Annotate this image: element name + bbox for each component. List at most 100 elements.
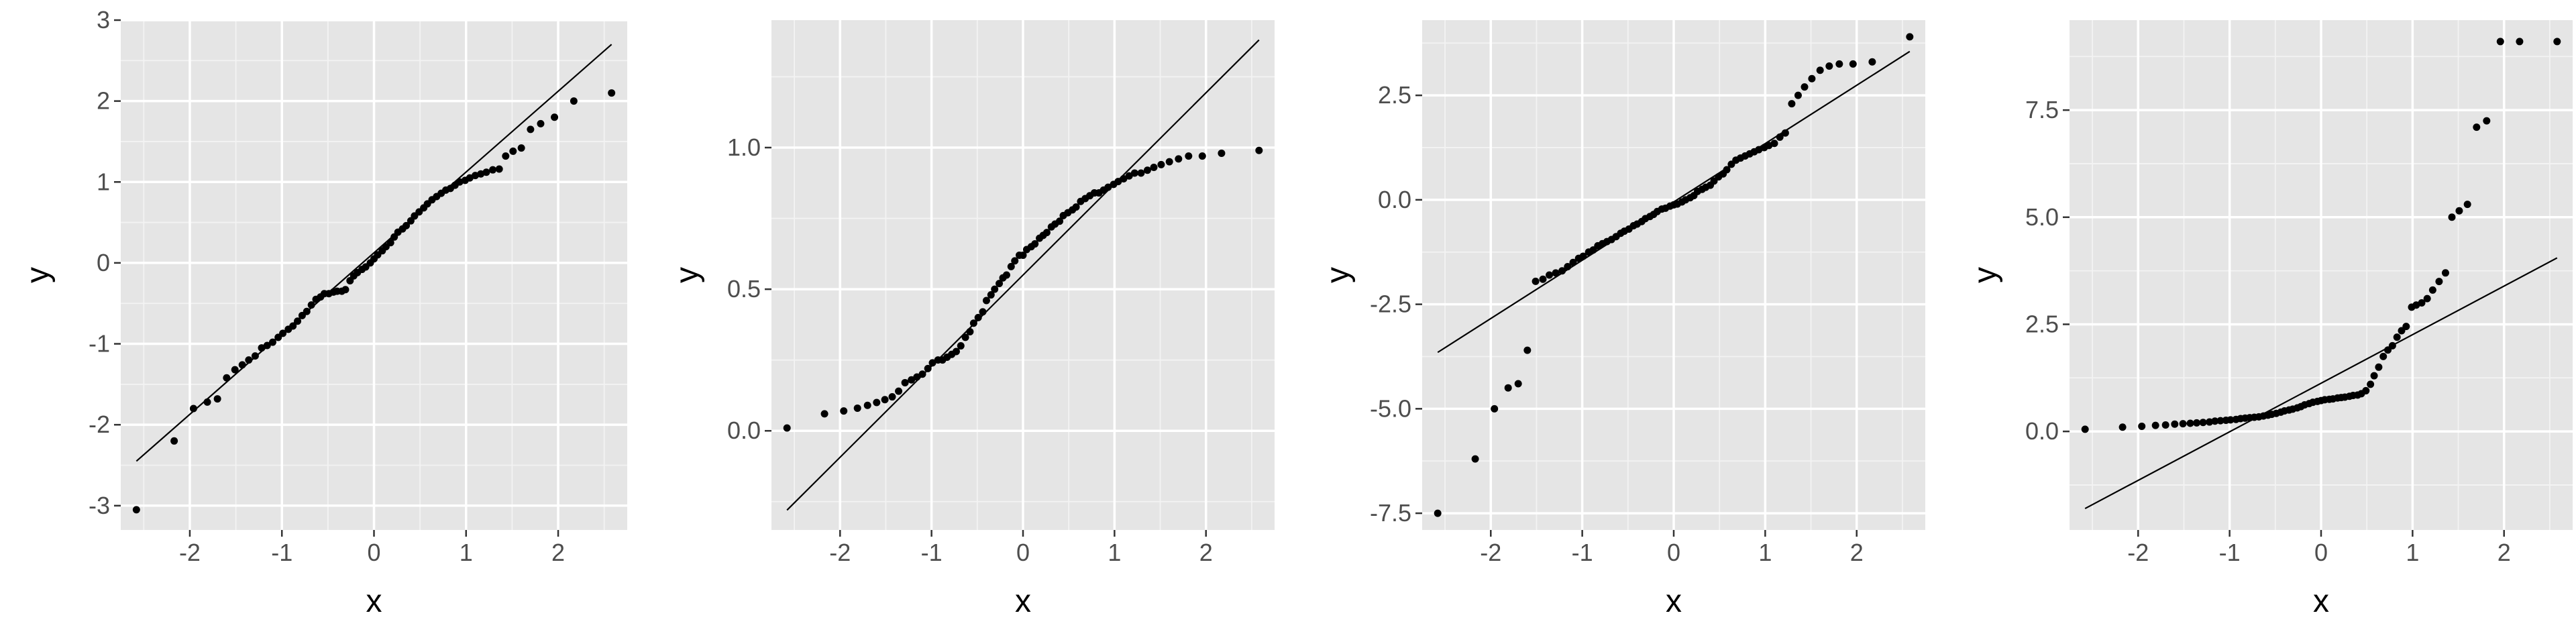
data-point — [2118, 423, 2127, 431]
data-point — [1558, 267, 1566, 275]
data-point — [2388, 341, 2396, 350]
qq-panel-2: -2 -1 0 1 2 0.0 0.5 1.0 x y — [669, 20, 1275, 619]
y-tick-label: 0.0 — [2025, 417, 2059, 445]
x-tick-label: -2 — [179, 539, 201, 566]
data-point — [1723, 166, 1731, 174]
y-tick-label: 7.5 — [2025, 96, 2059, 123]
data-point — [527, 125, 535, 133]
data-point — [1579, 252, 1587, 260]
data-point — [840, 407, 848, 415]
y-tick-label: -7.5 — [1370, 499, 1411, 527]
data-point — [2483, 117, 2491, 125]
data-point — [996, 280, 1004, 288]
data-point — [1019, 251, 1027, 259]
data-point — [928, 359, 936, 367]
data-point — [2393, 333, 2401, 341]
data-point — [987, 291, 995, 299]
data-point — [245, 356, 253, 364]
y-tick-label: 0.0 — [727, 417, 761, 444]
data-point — [223, 374, 231, 382]
data-point — [2206, 418, 2214, 426]
x-tick-label: 1 — [2406, 539, 2419, 566]
data-point — [961, 333, 969, 341]
data-point — [170, 437, 178, 445]
data-point — [918, 370, 926, 378]
data-point — [2138, 422, 2146, 430]
y-tick-label: -1 — [89, 330, 110, 358]
data-point — [2179, 420, 2187, 428]
data-point — [913, 373, 921, 381]
data-point — [1434, 509, 1442, 517]
data-point — [231, 366, 239, 374]
data-point — [901, 378, 909, 386]
qq-reference-line — [786, 39, 1260, 511]
data-point — [551, 113, 559, 121]
data-point — [1906, 33, 1914, 41]
data-point — [966, 327, 974, 335]
data-point — [2216, 417, 2224, 425]
data-point — [238, 361, 246, 369]
data-point — [1835, 60, 1843, 68]
x-tick-label: 1 — [1758, 539, 1772, 566]
data-point — [1218, 149, 1226, 157]
data-point — [1808, 74, 1816, 83]
data-point — [2375, 363, 2383, 371]
data-point — [517, 144, 525, 152]
y-tick-label: -3 — [89, 492, 110, 519]
data-point — [1569, 258, 1577, 266]
x-tick-label: -1 — [1572, 539, 1593, 566]
data-point — [1546, 271, 1554, 279]
data-point — [1825, 62, 1833, 70]
x-tick-label: 0 — [2314, 539, 2328, 566]
data-point — [1532, 277, 1540, 285]
y-tick-label: 2.5 — [2025, 310, 2059, 337]
x-axis-title: x — [1015, 584, 1031, 619]
data-point — [1157, 160, 1165, 168]
data-point — [1471, 455, 1479, 463]
x-tick-label: -2 — [2127, 539, 2149, 566]
data-point — [402, 221, 411, 229]
data-point — [263, 341, 271, 350]
data-point — [2199, 419, 2207, 427]
data-point — [203, 398, 211, 406]
data-point — [2441, 269, 2449, 277]
data-point — [1150, 164, 1158, 172]
x-tick-label: 0 — [1667, 539, 1680, 566]
y-axis-title: y — [1320, 267, 1356, 283]
x-tick-label: -1 — [2219, 539, 2241, 566]
data-point — [1868, 58, 1876, 66]
data-point — [1002, 271, 1010, 279]
data-point — [341, 286, 350, 294]
data-point — [2473, 123, 2481, 131]
data-point — [495, 165, 503, 173]
y-tick-label: -2 — [89, 411, 110, 438]
x-axis-title: x — [2313, 584, 2329, 619]
y-axis-title: y — [20, 267, 56, 283]
data-point — [2186, 419, 2194, 427]
x-tick-label: -1 — [271, 539, 292, 566]
data-point — [2402, 323, 2410, 331]
data-point — [2448, 213, 2456, 221]
data-point — [1504, 384, 1512, 392]
data-point — [307, 301, 315, 309]
data-point — [2428, 286, 2436, 294]
data-point — [1007, 262, 1015, 270]
data-point — [2367, 380, 2375, 388]
y-tick-label: -5.0 — [1370, 394, 1411, 422]
y-tick-label: 2.5 — [1378, 81, 1411, 109]
y-tick-label: 0.5 — [727, 275, 761, 303]
data-point — [2226, 416, 2235, 424]
data-point — [1198, 152, 1206, 160]
data-point — [820, 410, 828, 418]
data-point — [386, 239, 394, 247]
data-point — [991, 285, 999, 293]
data-point — [881, 396, 889, 404]
data-point — [1137, 169, 1145, 177]
data-point — [924, 364, 932, 372]
data-point — [1143, 166, 1151, 174]
data-point — [132, 506, 140, 514]
data-point — [952, 347, 960, 356]
data-point — [258, 344, 266, 352]
data-point — [269, 338, 276, 346]
data-point — [570, 97, 578, 105]
